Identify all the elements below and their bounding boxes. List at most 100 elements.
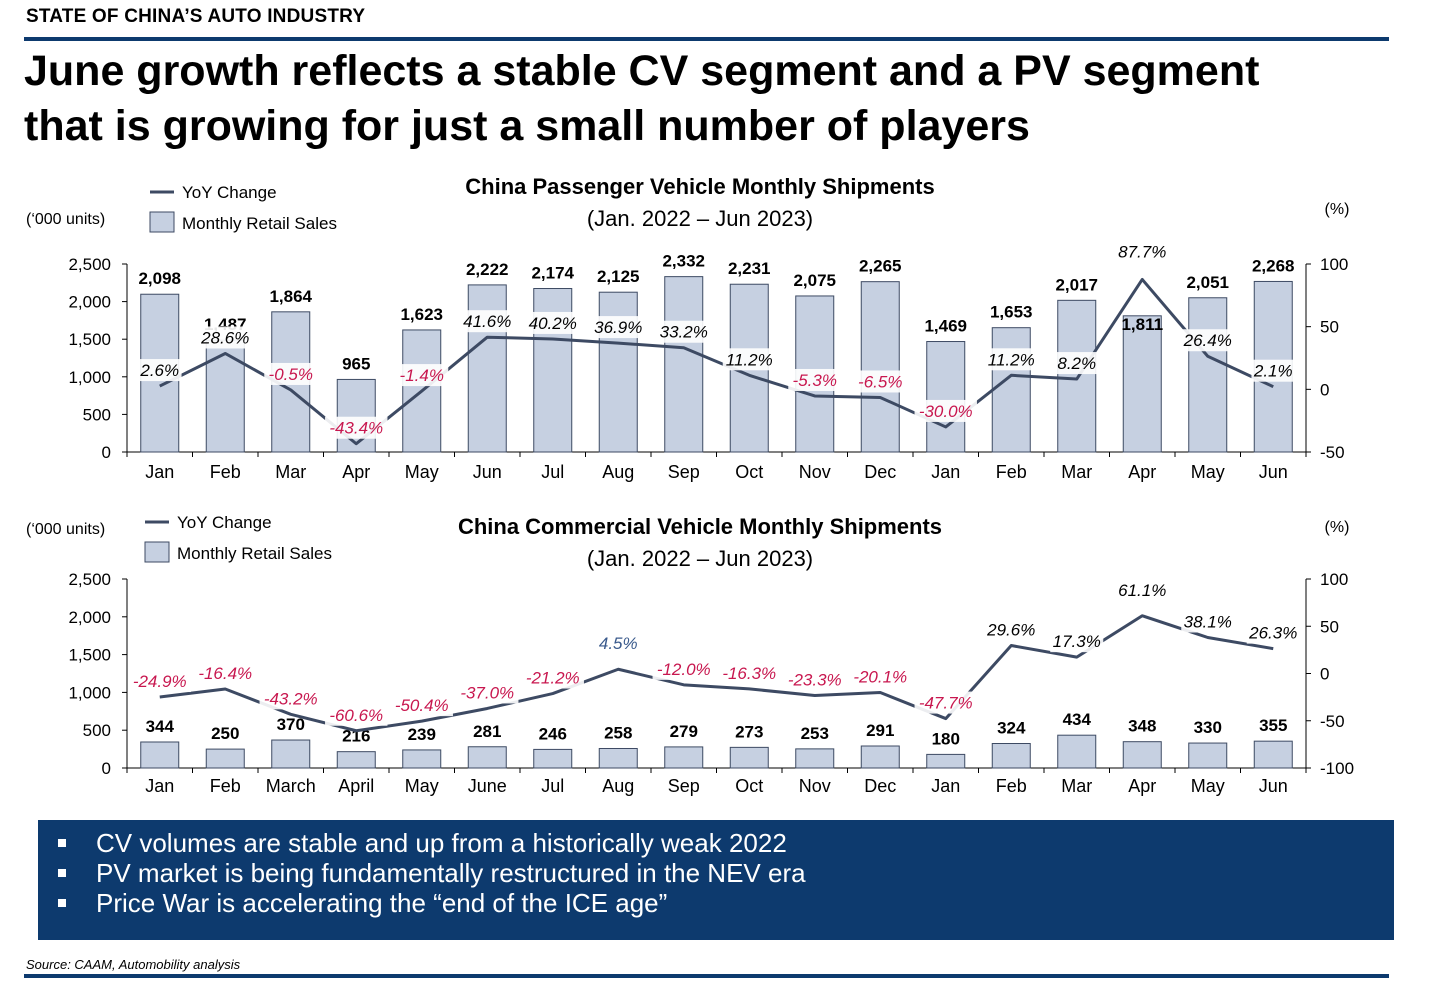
bar — [729, 746, 769, 769]
bar — [205, 748, 245, 769]
right-tick-label: 100 — [1320, 570, 1348, 589]
bar-value-label: 2,265 — [859, 257, 902, 276]
takeaway-text: PV market is being fundamentally restruc… — [96, 858, 806, 888]
left-axis-unit-label: (‘000 units) — [26, 521, 105, 538]
bar — [860, 281, 900, 453]
bar — [991, 743, 1031, 769]
yoy-label-background — [1251, 359, 1296, 382]
x-tick-label: Apr — [1128, 776, 1156, 796]
legend-label: YoY Change — [182, 183, 277, 202]
yoy-value-label: 11.2% — [726, 350, 773, 369]
x-tick-label: Nov — [799, 776, 831, 796]
page-title: June growth reflects a stable CV segment… — [24, 44, 1404, 154]
cv-chart: China Commercial Vehicle Monthly Shipmen… — [0, 500, 1430, 810]
bar-value-label: 273 — [735, 722, 763, 741]
top-rule — [24, 37, 1389, 41]
yoy-label-background — [1054, 352, 1099, 375]
yoy-value-label: -24.9% — [133, 672, 187, 691]
bar — [664, 746, 704, 769]
yoy-label-background — [853, 370, 907, 393]
legend-bar-swatch — [144, 541, 170, 563]
left-tick-label: 1,500 — [68, 330, 111, 349]
x-tick-label: Aug — [602, 462, 634, 482]
yoy-label-background — [1246, 621, 1300, 644]
x-tick-label: Mar — [275, 462, 306, 482]
x-tick-label: May — [405, 776, 439, 796]
x-tick-label: Feb — [210, 462, 241, 482]
bar — [271, 739, 311, 769]
x-tick-label: Oct — [735, 776, 763, 796]
bar-value-label: 281 — [473, 722, 501, 741]
yoy-value-label: 38.1% — [1184, 612, 1232, 631]
yoy-label-background — [198, 326, 252, 349]
yoy-value-label: 29.6% — [986, 621, 1035, 640]
yoy-value-label: -12.0% — [657, 660, 711, 679]
bar — [336, 751, 376, 769]
yoy-label-background — [1181, 610, 1235, 633]
bar-value-label: 2,268 — [1252, 256, 1295, 275]
yoy-value-label: 26.4% — [1183, 331, 1232, 350]
bar — [1122, 315, 1162, 453]
bar — [140, 741, 180, 769]
takeaway-item: PV market is being fundamentally restruc… — [58, 858, 1394, 888]
yoy-label-background — [722, 348, 776, 371]
yoy-value-label: -50.4% — [395, 696, 449, 715]
yoy-label-background — [849, 665, 912, 688]
bar-value-label: 2,125 — [597, 267, 640, 286]
yoy-value-label: -16.4% — [198, 664, 252, 683]
bar-value-label: 246 — [539, 724, 567, 743]
bar — [598, 747, 638, 769]
bar-value-label: 239 — [408, 725, 436, 744]
yoy-value-label: -21.2% — [526, 669, 580, 688]
bar-value-label: 2,017 — [1055, 275, 1098, 294]
headline-line-1: June growth reflects a stable CV segment… — [24, 47, 1260, 95]
left-tick-label: 0 — [102, 759, 111, 778]
yoy-label-background — [984, 348, 1038, 371]
x-tick-label: April — [338, 776, 374, 796]
x-tick-label: Feb — [996, 776, 1027, 796]
bar-value-label: 324 — [997, 719, 1026, 738]
bar-value-label: 279 — [670, 722, 698, 741]
yoy-label-background — [390, 694, 453, 717]
yoy-label-background — [325, 703, 388, 726]
bar-value-label: 370 — [277, 715, 305, 734]
bar — [926, 753, 966, 769]
right-tick-label: -100 — [1320, 759, 1354, 778]
bar — [1057, 734, 1097, 769]
bar — [467, 284, 507, 453]
cv-chart-svg: China Commercial Vehicle Monthly Shipmen… — [26, 513, 1354, 796]
x-tick-label: Jan — [145, 462, 174, 482]
yoy-label-background — [521, 666, 584, 689]
yoy-value-label: 41.6% — [463, 312, 511, 331]
left-tick-label: 2,500 — [68, 255, 111, 274]
left-axis-unit-label: (‘000 units) — [26, 211, 105, 228]
yoy-label-background — [984, 618, 1038, 641]
x-tick-label: Jun — [1259, 776, 1288, 796]
headline-line-2: that is growing for just a small number … — [24, 102, 1030, 150]
bullet-square-icon — [58, 839, 66, 847]
bar-value-label: 1,469 — [924, 317, 967, 336]
yoy-label-background — [783, 668, 846, 691]
right-tick-label: 0 — [1320, 665, 1329, 684]
bar-value-label: 355 — [1259, 716, 1287, 735]
x-tick-label: Aug — [602, 776, 634, 796]
section-label: STATE OF CHINA’S AUTO INDUSTRY — [26, 6, 366, 27]
right-axis-unit-label: (%) — [1325, 519, 1350, 536]
bar — [860, 745, 900, 769]
yoy-label-background — [137, 359, 182, 382]
yoy-value-label: 26.3% — [1248, 624, 1297, 643]
legend-bar-swatch — [149, 211, 175, 233]
yoy-label-background — [657, 320, 711, 343]
takeaway-item: Price War is accelerating the “end of th… — [58, 888, 1394, 918]
yoy-label-background — [259, 687, 322, 710]
bar-value-label: 2,174 — [531, 264, 574, 283]
bar — [1188, 297, 1228, 453]
x-tick-label: Jun — [473, 462, 502, 482]
bar-value-label: 291 — [866, 721, 894, 740]
bar — [991, 327, 1031, 453]
left-tick-label: 0 — [102, 443, 111, 462]
bar-value-label: 330 — [1194, 718, 1222, 737]
x-tick-label: Jun — [1259, 462, 1288, 482]
yoy-label-background — [652, 657, 715, 680]
chart-title: China Commercial Vehicle Monthly Shipmen… — [458, 514, 942, 539]
